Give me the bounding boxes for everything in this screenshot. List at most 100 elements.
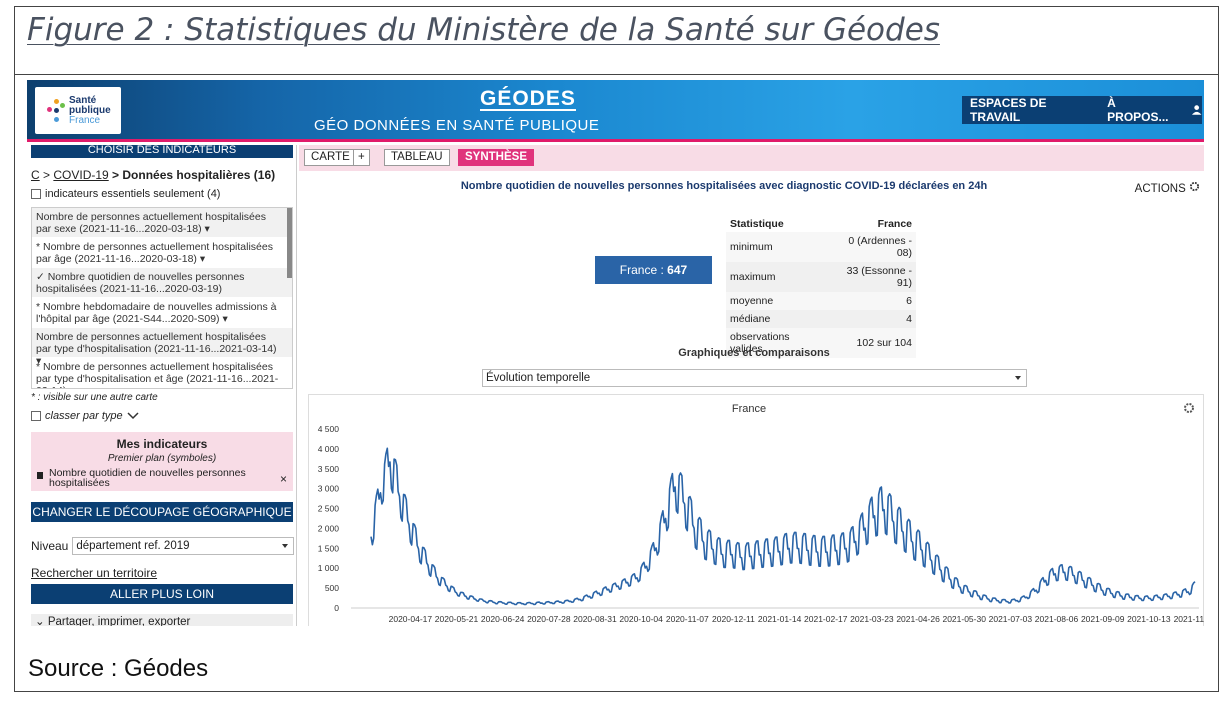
visibility-note: * : visible sur une autre carte — [31, 392, 158, 403]
y-tick-label: 3 500 — [318, 464, 340, 474]
x-tick-label: 2021-09-09 — [1081, 614, 1125, 624]
breadcrumb-c[interactable]: C — [31, 168, 40, 182]
tab-carte[interactable]: CARTE — [304, 149, 357, 166]
spf-logo[interactable]: Santé publique France — [35, 87, 121, 134]
chevron-down-icon: ⌄ — [35, 616, 48, 626]
x-tick-label: 2020-11-07 — [666, 614, 709, 624]
x-tick-label: 2020-08-31 — [573, 614, 617, 624]
app-subtitle: GÉO DONNÉES EN SANTÉ PUBLIQUE — [314, 117, 600, 134]
x-tick-label: 2020-05-21 — [435, 614, 479, 624]
x-tick-label: 2021-05-30 — [942, 614, 986, 624]
my-indicator-item[interactable]: Nombre quotidien de nouvelles personnes … — [37, 468, 277, 488]
y-tick-label: 4 000 — [318, 444, 340, 454]
figure-frame — [14, 6, 1219, 692]
line-chart: France 0 500 1 000 1 500 2 000 2 500 3 000 3 50… — [318, 403, 1204, 624]
classer-filter[interactable]: classer par type — [31, 410, 139, 422]
logo-dots-icon — [47, 99, 65, 123]
y-tick-label: 1 000 — [318, 563, 340, 573]
x-axis: 2020-04-17 2020-05-21 2020-06-24 2020-07-28… — [351, 607, 1204, 624]
table-row: observations valides 102 sur 104 — [726, 328, 916, 358]
niveau-row: Niveau département ref. 2019 — [31, 537, 295, 555]
table-row: maximum 33 (Essonne - 91) — [726, 262, 916, 292]
graphs-title: Graphiques et comparaisons — [678, 347, 830, 359]
essential-filter[interactable]: indicateurs essentiels seulement (4) — [31, 188, 220, 200]
indicator-item[interactable]: * Nombre de personnes actuellement hospi… — [32, 358, 292, 388]
indicator-item[interactable]: ✓ Nombre quotidien de nouvelles personne… — [32, 268, 292, 298]
user-icon[interactable] — [1191, 104, 1202, 116]
indicator-title: Nombre quotidien de nouvelles personnes … — [460, 180, 988, 192]
essential-checkbox[interactable] — [31, 189, 41, 199]
plot-area — [370, 447, 1196, 606]
x-tick-label: 2021-07-03 — [989, 614, 1033, 624]
nav-about[interactable]: À PROPOS... — [1107, 96, 1169, 124]
x-tick-label: 2021-03-23 — [850, 614, 894, 624]
stats-table: Statistique France minimum 0 (Ardennes - 0… — [726, 216, 916, 358]
indicator-item[interactable]: Nombre de personnes actuellement hospita… — [32, 328, 292, 367]
y-tick-label: 1 500 — [318, 543, 340, 553]
x-tick-label: 2021-10-13 — [1127, 614, 1171, 624]
chart-type-select[interactable]: Évolution temporelle — [482, 369, 1027, 387]
x-tick-label: 2021-04-26 — [896, 614, 940, 624]
classer-checkbox[interactable] — [31, 411, 41, 421]
x-tick-label: 2021-01-14 — [758, 614, 802, 624]
actions-menu[interactable]: ACTIONS — [1135, 181, 1200, 195]
table-row: moyenne 6 — [726, 292, 916, 310]
geodes-screenshot: Santé publique France GÉODES GÉO DONNÉES… — [27, 80, 1204, 626]
sidebar: CHOISIR DES INDICATEURS C > COVID-19 > D… — [27, 145, 297, 626]
breadcrumb: C > COVID-19 > Données hospitalières (16… — [31, 168, 276, 182]
x-tick-label: 2020-06-24 — [481, 614, 525, 624]
series-line-france — [370, 447, 1196, 606]
my-indicators-panel: Mes indicateurs Premier plan (symboles) … — [31, 432, 293, 491]
stats-header-row: Statistique France — [730, 218, 912, 230]
breadcrumb-covid[interactable]: COVID-19 — [53, 168, 109, 182]
main-panel: CARTE + TABLEAU SYNTHÈSE Nombre quotidie… — [299, 145, 1204, 626]
change-geo-button[interactable]: CHANGER LE DÉCOUPAGE GÉOGRAPHIQUE — [31, 502, 293, 522]
tab-add[interactable]: + — [353, 149, 370, 166]
table-row: médiane 4 — [726, 310, 916, 328]
remove-indicator-button[interactable]: × — [279, 472, 287, 486]
indicator-item[interactable]: * Nombre hebdomadaire de nouvelles admis… — [32, 298, 292, 328]
niveau-label: Niveau — [31, 539, 69, 553]
x-tick-label: 2020-07-28 — [527, 614, 571, 624]
table-row: minimum 0 (Ardennes - 08) — [726, 232, 916, 262]
indicator-item[interactable]: * Nombre de personnes actuellement hospi… — [32, 238, 292, 268]
tab-tableau[interactable]: TABLEAU — [384, 149, 450, 166]
figure-title: Figure 2 : Statistiques du Ministère de … — [27, 12, 940, 48]
y-tick-label: 3 000 — [318, 484, 340, 494]
y-tick-label: 2 500 — [318, 504, 340, 514]
search-territory-link[interactable]: Rechercher un territoire — [31, 566, 158, 580]
nav-workspaces[interactable]: ESPACES DE TRAVAIL — [970, 96, 1047, 124]
x-tick-label: 2021-11-16 — [1174, 614, 1204, 624]
x-tick-label: 2020-12-11 — [712, 614, 755, 624]
document-icon — [37, 472, 43, 479]
niveau-select[interactable]: département ref. 2019 — [72, 537, 295, 555]
my-indicators-subtitle: Premier plan (symboles) — [107, 453, 217, 464]
figure-title-rule — [14, 74, 1219, 75]
y-tick-label: 2 000 — [318, 523, 340, 533]
share-section[interactable]: ⌄ Partager, imprimer, exporter — [31, 614, 293, 626]
go-further-button[interactable]: ALLER PLUS LOIN — [31, 584, 293, 604]
view-toolbar: CARTE + TABLEAU SYNTHÈSE — [299, 145, 1204, 171]
my-indicators-title: Mes indicateurs — [116, 437, 208, 451]
chart-title: France — [732, 403, 766, 415]
france-value-box: France : 647 — [595, 256, 712, 284]
caret-down-icon — [282, 544, 289, 548]
figure-source: Source : Géodes — [28, 655, 209, 682]
caret-down-icon — [1015, 376, 1021, 380]
app-header: Santé publique France GÉODES GÉO DONNÉES… — [27, 80, 1204, 142]
chart-gear-icon[interactable] — [1184, 403, 1194, 413]
y-tick-label: 0 — [334, 603, 339, 613]
indicator-item[interactable]: Nombre de personnes actuellement hospita… — [32, 208, 292, 238]
y-tick-label: 4 500 — [318, 424, 340, 434]
indicator-scrollbar[interactable] — [287, 208, 292, 278]
x-tick-label: 2021-08-06 — [1035, 614, 1079, 624]
tab-synthese[interactable]: SYNTHÈSE — [458, 149, 534, 166]
chart-panel: France 0 500 1 000 1 500 2 000 2 500 3 000 3 50… — [308, 394, 1204, 626]
indicator-list: Nombre de personnes actuellement hospita… — [31, 207, 293, 389]
gear-icon — [1189, 181, 1200, 192]
choose-indicators-button[interactable]: CHOISIR DES INDICATEURS — [31, 145, 293, 158]
y-tick-label: 500 — [325, 583, 339, 593]
chevron-down-icon[interactable] — [127, 412, 139, 420]
y-axis: 0 500 1 000 1 500 2 000 2 500 3 000 3 500 4 000 4… — [318, 424, 340, 613]
top-nav: ESPACES DE TRAVAIL À PROPOS... — [962, 96, 1202, 124]
